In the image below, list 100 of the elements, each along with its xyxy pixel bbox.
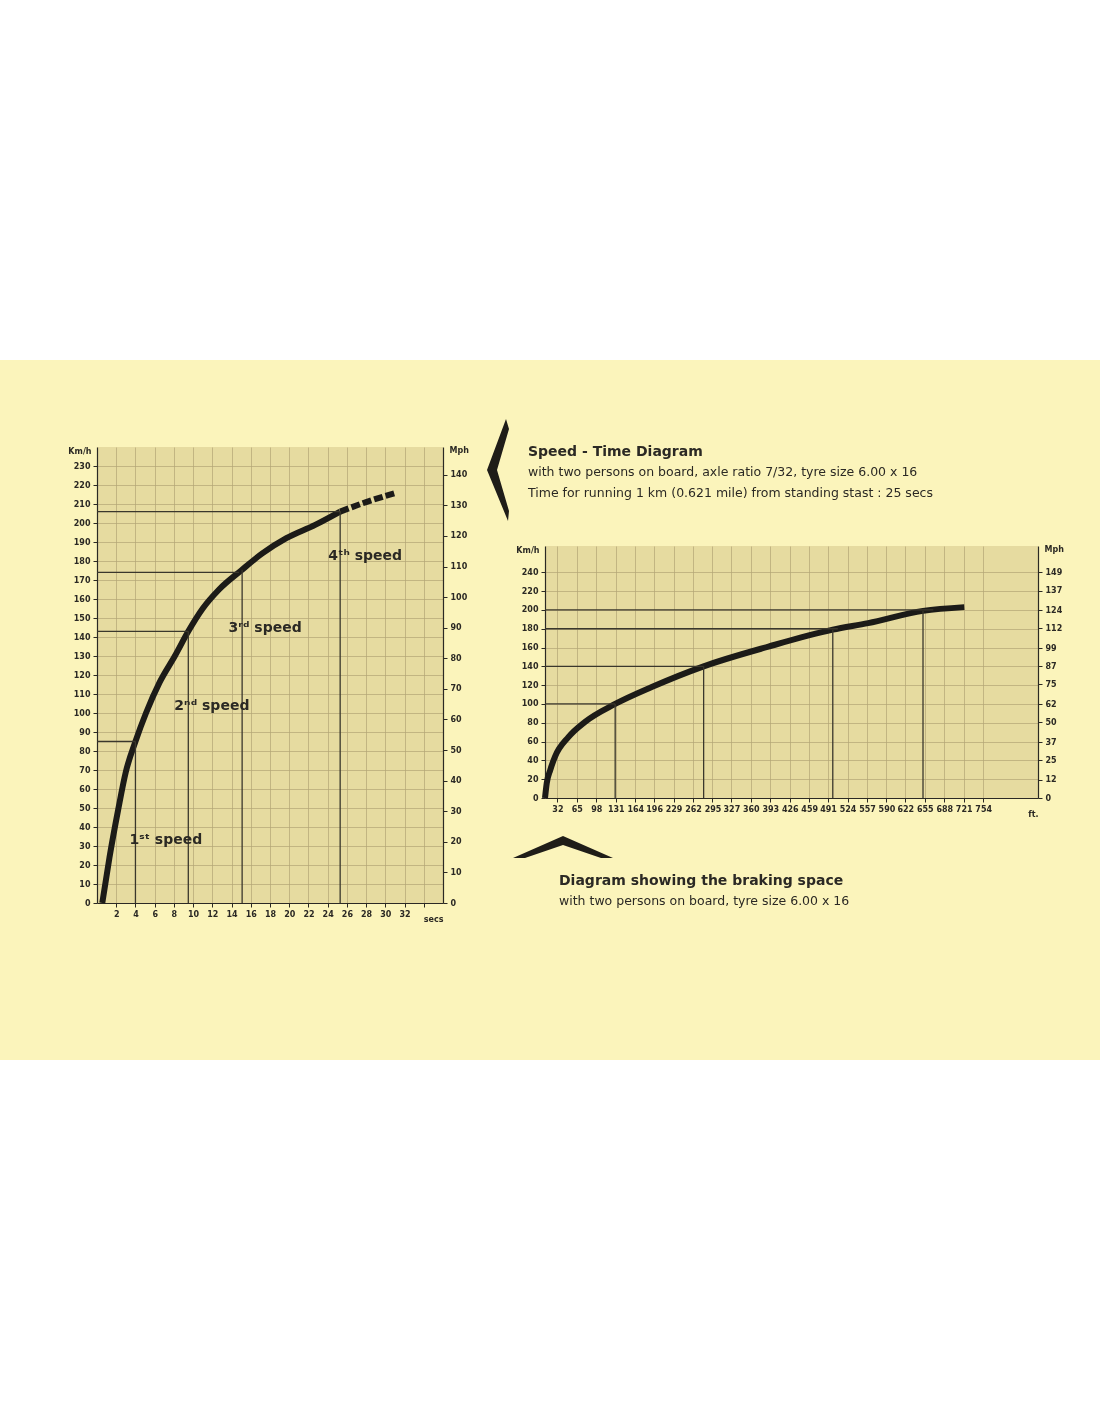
y-tick-label: 60: [79, 784, 91, 794]
y2-tick-label: 110: [450, 562, 468, 572]
y-tick-label: 0: [84, 898, 91, 908]
y2-tick-label: 75: [1045, 679, 1058, 689]
x-tick-label: 6: [152, 909, 159, 919]
y-tick-label: 200: [73, 518, 91, 528]
y-tick-label: 100: [73, 708, 91, 718]
y2-tick-label: 140: [450, 470, 468, 480]
x-axis-title: secs: [423, 914, 444, 924]
y-tick-label: 10: [79, 879, 91, 889]
y2-axis-title: Mph: [449, 445, 470, 455]
y-tick-label: 160: [73, 594, 91, 604]
y2-tick-label: 112: [1045, 623, 1063, 633]
y-tick-label: 80: [527, 718, 539, 728]
y2-tick-label: 100: [450, 592, 468, 602]
y-tick-label: 220: [73, 480, 91, 490]
x-tick-label: 18: [264, 909, 277, 919]
y-tick-label: 200: [521, 605, 539, 615]
y2-tick-label: 99: [1045, 643, 1058, 653]
x-tick-label: 524: [839, 804, 857, 814]
x-tick-label: 28: [361, 909, 373, 919]
y-tick-label: 50: [79, 803, 91, 813]
text: with two persons on board, tyre size 6.00 x 16: [559, 892, 850, 910]
y-axis-title: Km/h: [516, 545, 540, 555]
x-tick-label: 26: [341, 909, 354, 919]
x-tick-label: 65: [571, 804, 584, 814]
x-tick-label: 754: [975, 804, 993, 814]
x-tick-label: 98: [591, 804, 603, 814]
y-tick-label: 130: [73, 651, 91, 661]
x-tick-label: 196: [646, 804, 664, 814]
y-tick-label: 0: [532, 793, 539, 803]
x-tick-label: 8: [171, 909, 178, 919]
y-tick-label: 70: [79, 765, 91, 775]
x-tick-label: 131: [607, 804, 626, 814]
y-tick-label: 190: [73, 537, 91, 547]
x-tick-label: 426: [781, 804, 800, 814]
y-tick-label: 30: [79, 841, 91, 851]
x-tick-label: 360: [742, 804, 761, 814]
x-tick-label: 22: [303, 909, 315, 919]
x-tick-label: 12: [207, 909, 219, 919]
y2-tick-label: 149: [1045, 567, 1063, 577]
y2-tick-label: 10: [450, 867, 463, 877]
y-tick-label: 140: [73, 632, 91, 642]
x-tick-label: 262: [685, 804, 702, 814]
x-tick-label: 327: [723, 804, 741, 814]
text: Time for running 1 km (0.621 mile) from standing stast : 25 secs: [528, 484, 933, 502]
x-tick-label: 622: [897, 804, 915, 814]
y2-tick-label: 50: [450, 745, 463, 755]
y-tick-label: 160: [521, 643, 539, 653]
x-tick-label: 459: [801, 804, 819, 814]
y-tick-label: 240: [521, 567, 539, 577]
y-tick-label: 210: [73, 499, 91, 509]
y2-tick-label: 50: [1045, 717, 1058, 727]
y-tick-label: 150: [73, 613, 91, 623]
x-tick-label: 32: [552, 804, 564, 814]
x-tick-label: 688: [936, 804, 954, 814]
y2-tick-label: 0: [450, 898, 457, 908]
text: Speed - Time Diagram: [528, 442, 703, 461]
y-axis-title: Km/h: [68, 446, 92, 456]
y-tick-label: 120: [521, 680, 539, 690]
y2-tick-label: 70: [450, 684, 463, 694]
y-tick-label: 40: [527, 755, 539, 765]
y2-axis-title: Mph: [1044, 544, 1065, 554]
x-tick-label: 14: [226, 909, 239, 919]
y-tick-label: 230: [73, 461, 91, 471]
y-tick-label: 20: [527, 774, 539, 784]
y2-tick-label: 12: [1045, 775, 1057, 785]
y2-tick-label: 130: [450, 500, 468, 510]
x-tick-label: 557: [859, 804, 876, 814]
y2-tick-label: 60: [450, 715, 463, 724]
y-tick-label: 170: [73, 575, 91, 585]
x-tick-label: 2: [113, 909, 120, 919]
y-tick-label: 40: [79, 822, 91, 832]
x-tick-label: 655: [916, 804, 935, 814]
y-tick-label: 20: [79, 860, 91, 870]
x-tick-label: 721: [955, 804, 973, 814]
x-tick-label: 20: [284, 909, 296, 919]
y-tick-label: 100: [521, 699, 539, 709]
y2-tick-label: 25: [1045, 755, 1058, 765]
x-tick-label: 16: [245, 909, 258, 919]
y2-tick-label: 137: [1045, 586, 1063, 596]
x-tick-label: 295: [704, 804, 722, 814]
y2-tick-label: 124: [1045, 605, 1063, 615]
text: with two persons on board, axle ratio 7/32, tyre size 6.00 x 16: [528, 463, 918, 481]
y-tick-label: 140: [521, 661, 539, 671]
y2-tick-label: 40: [450, 776, 463, 786]
x-tick-label: 229: [665, 804, 683, 814]
y2-tick-label: 80: [450, 653, 463, 663]
y2-tick-label: 37: [1045, 737, 1057, 747]
y2-tick-label: 20: [450, 837, 463, 847]
y-tick-label: 110: [73, 689, 91, 699]
y-tick-label: 80: [79, 746, 91, 756]
y2-tick-label: 90: [450, 623, 463, 633]
x-tick-label: 30: [380, 909, 392, 919]
x-tick-label: 10: [188, 909, 200, 919]
x-tick-label: 393: [762, 804, 780, 814]
x-tick-label: 491: [820, 804, 838, 814]
x-tick-label: 164: [627, 804, 645, 814]
text: Diagram showing the braking space: [559, 871, 844, 890]
y-tick-label: 120: [73, 670, 91, 680]
